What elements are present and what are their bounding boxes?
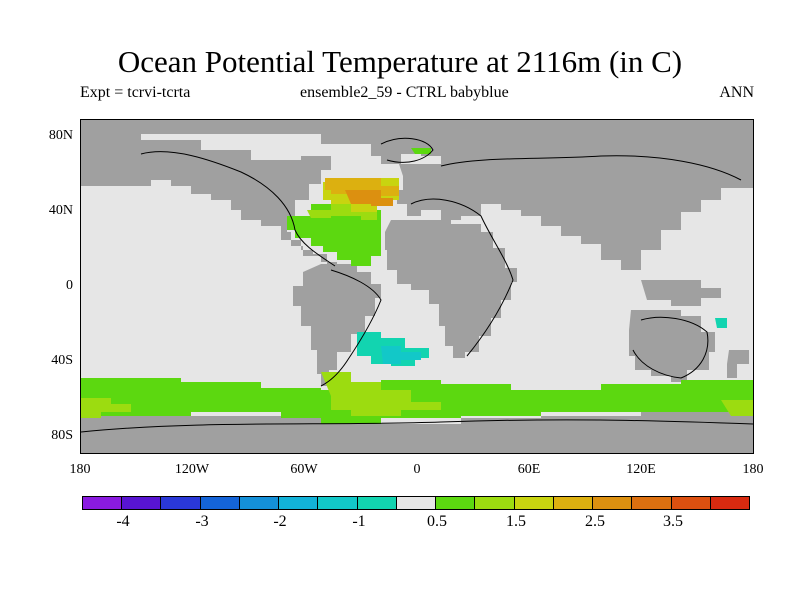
land-antarctica: [81, 412, 753, 453]
land-indonesia: [641, 280, 721, 306]
colorbar-label-minus-4: -4: [116, 513, 130, 530]
colorbar-box-0: [83, 497, 123, 509]
colorbar-box-8: [396, 497, 437, 509]
colorbar-box-13: [593, 497, 633, 509]
colorbar-box-16: [710, 497, 749, 509]
colorbar-box-1: [122, 497, 162, 509]
colorbar-label-minus-1: -1: [352, 513, 366, 530]
colorbar-label-minus-2: -2: [273, 513, 287, 530]
experiment-label: Expt = tcrvi-tcrta: [80, 84, 191, 101]
temp-anomaly-atlantic-yellow-green: [307, 200, 377, 220]
land-eurasia: [397, 148, 753, 270]
colorbar-label-0-5: 0.5: [427, 513, 447, 530]
colorbar-label-1-5: 1.5: [506, 513, 526, 530]
ensemble-label: ensemble2_59 - CTRL babyblue: [300, 84, 509, 101]
map-title: Ocean Potential Temperature at 2116m (in…: [117, 44, 683, 79]
lon-label-120e: 120E: [626, 462, 656, 477]
land-africa: [385, 220, 517, 358]
land-greenland: [371, 126, 431, 164]
colorbar-box-7: [357, 497, 397, 509]
coastlines: [81, 137, 753, 433]
map-canvas: [81, 120, 753, 453]
colorbar-box-6: [318, 497, 358, 509]
colorbar-box-12: [553, 497, 594, 509]
colorbar-label-minus-3: -3: [195, 513, 209, 530]
land-south-america: [293, 264, 381, 386]
lon-label-180-left: 180: [69, 462, 91, 477]
colorbar-box-3: [200, 497, 240, 509]
colorbar: [82, 496, 750, 510]
colorbar-box-4: [239, 497, 280, 509]
temp-anomaly-subpolar-green: [411, 148, 431, 154]
temp-anomaly-south-atlantic-cooler: [381, 346, 421, 364]
colorbar-box-9: [436, 497, 476, 509]
lat-label-0: 0: [66, 278, 73, 293]
lon-label-180-right: 180: [742, 462, 764, 477]
season-label: ANN: [719, 84, 754, 101]
land-north-america: [81, 134, 337, 270]
land-new-zealand: [727, 350, 749, 378]
colorbar-label-2-5: 2.5: [585, 513, 605, 530]
lon-label-60e: 60E: [517, 462, 541, 477]
lon-label-120w: 120W: [174, 462, 210, 477]
colorbar-box-15: [671, 497, 711, 509]
lat-label-80s: 80S: [51, 428, 73, 443]
temp-anomaly-southern-ocean-warm: [81, 372, 753, 418]
lat-label-40s: 40S: [51, 353, 73, 368]
colorbar-box-11: [514, 497, 554, 509]
lon-label-60w: 60W: [290, 462, 318, 477]
colorbar-box-10: [475, 497, 515, 509]
lat-label-40n: 40N: [48, 203, 73, 218]
map-frame: [80, 119, 754, 454]
temp-anomaly-pacific-cool: [715, 318, 727, 328]
temp-anomaly-southern-ocean: [81, 378, 753, 424]
land-australia: [629, 310, 715, 382]
colorbar-label-3-5: 3.5: [663, 513, 683, 530]
colorbar-box-14: [632, 497, 672, 509]
colorbar-box-2: [161, 497, 201, 509]
temp-anomaly-atlantic-dark-orange: [345, 190, 393, 206]
lat-label-80n: 80N: [48, 128, 73, 143]
colorbar-box-5: [279, 497, 319, 509]
lon-label-0: 0: [413, 462, 421, 477]
